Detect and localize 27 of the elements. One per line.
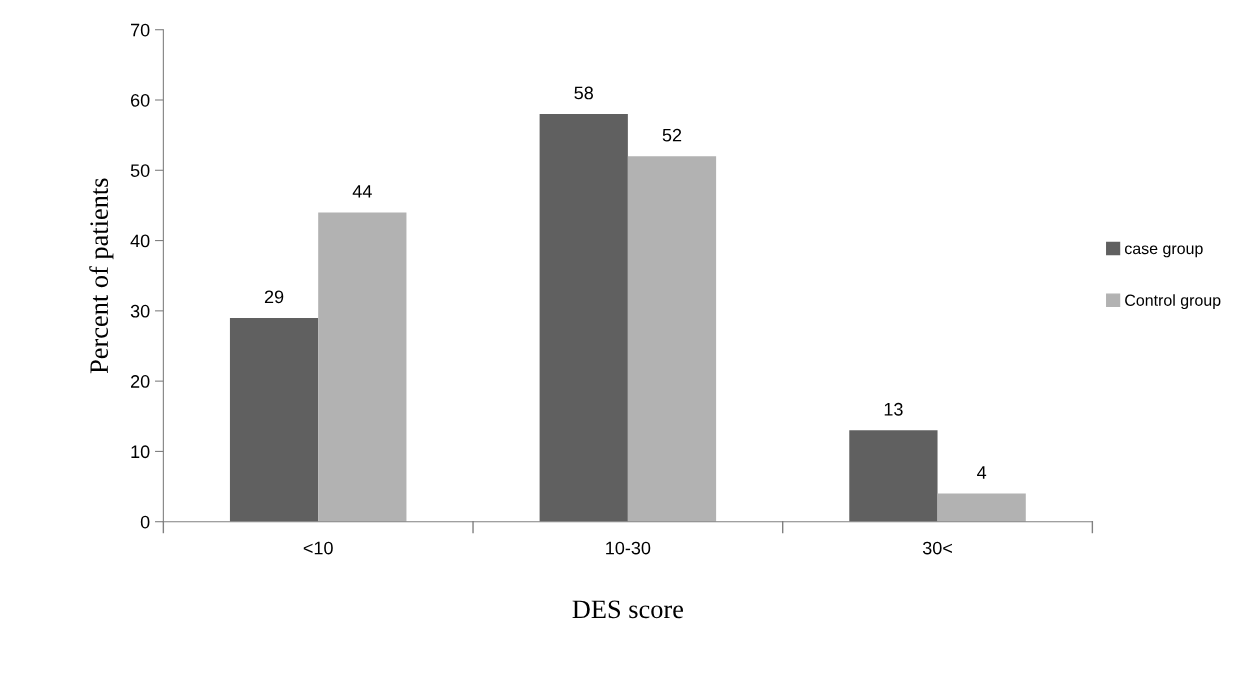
bar — [318, 212, 407, 522]
y-tick-label: 40 — [130, 234, 150, 248]
x-tick-label: 10-30 — [606, 541, 651, 555]
y-tick-label: 50 — [130, 164, 150, 177]
y-tick-label: 20 — [130, 375, 150, 388]
y-axis-title: Percent of patients — [89, 178, 114, 374]
bar — [937, 493, 1026, 522]
legend-label: case group — [1125, 245, 1203, 258]
y-tick-label: 70 — [131, 23, 150, 37]
y-tick-label: 30 — [130, 304, 150, 318]
y-tick-label: 60 — [131, 93, 150, 107]
y-tick-label: 0 — [140, 515, 150, 529]
x-tick-label: 30< — [922, 541, 952, 555]
data-label: 58 — [574, 86, 593, 100]
x-tick-label: <10 — [303, 541, 333, 555]
bar — [849, 430, 938, 522]
data-label: 4 — [977, 466, 987, 479]
data-label: 13 — [884, 402, 903, 416]
bar — [229, 317, 319, 522]
y-tick-label: 10 — [131, 445, 150, 459]
legend-label: Control group — [1125, 294, 1221, 310]
data-label: 29 — [264, 290, 284, 304]
x-axis-title: DES score — [572, 600, 684, 619]
bar — [627, 156, 717, 522]
bar — [539, 114, 628, 522]
data-label: 44 — [352, 185, 372, 198]
data-label: 52 — [662, 128, 682, 142]
